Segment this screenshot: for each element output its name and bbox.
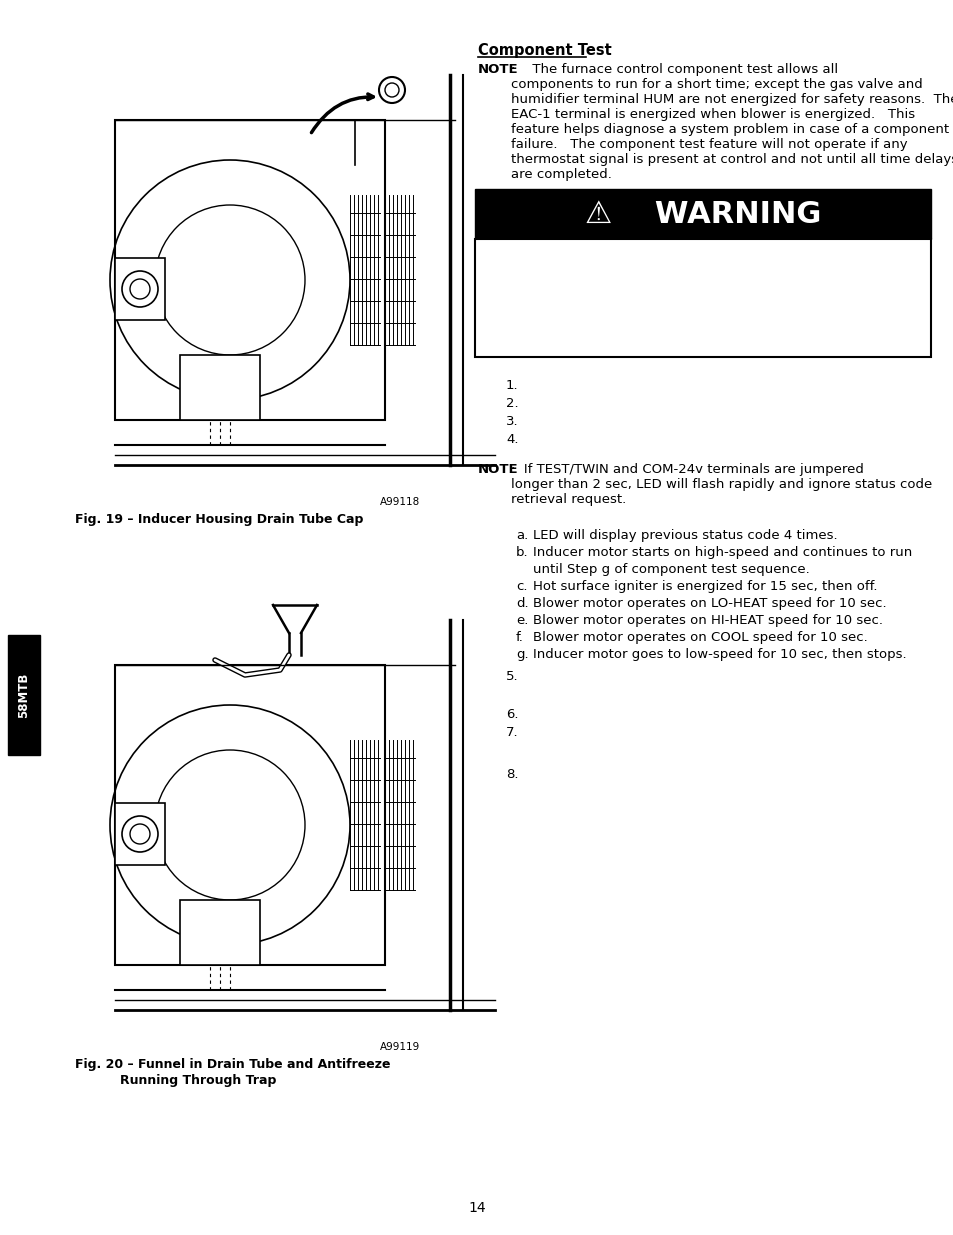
FancyBboxPatch shape bbox=[8, 635, 40, 755]
Text: until Step g of component test sequence.: until Step g of component test sequence. bbox=[533, 563, 809, 576]
Text: NOTE: NOTE bbox=[477, 463, 518, 475]
Text: 4.: 4. bbox=[505, 433, 518, 446]
FancyBboxPatch shape bbox=[115, 120, 385, 420]
Text: f.: f. bbox=[516, 631, 523, 643]
Text: NOTE: NOTE bbox=[477, 63, 518, 77]
Text: Fig. 20 – Funnel in Drain Tube and Antifreeze: Fig. 20 – Funnel in Drain Tube and Antif… bbox=[75, 1058, 390, 1071]
Text: ⚠    WARNING: ⚠ WARNING bbox=[584, 200, 821, 228]
FancyBboxPatch shape bbox=[115, 258, 165, 320]
Text: Component Test: Component Test bbox=[477, 43, 611, 58]
Text: d.: d. bbox=[516, 597, 528, 610]
FancyBboxPatch shape bbox=[475, 189, 930, 240]
Text: 2.: 2. bbox=[505, 396, 518, 410]
Text: c.: c. bbox=[516, 580, 527, 593]
Text: Inducer motor starts on high‑speed and continues to run: Inducer motor starts on high‑speed and c… bbox=[533, 546, 911, 559]
Text: :  If TEST/TWIN and COM-24v terminals are jumpered
longer than 2 sec, LED will f: : If TEST/TWIN and COM-24v terminals are… bbox=[511, 463, 931, 506]
Text: Blower motor operates on HI‑HEAT speed for 10 sec.: Blower motor operates on HI‑HEAT speed f… bbox=[533, 614, 882, 627]
FancyBboxPatch shape bbox=[180, 900, 260, 965]
Text: Fig. 19 – Inducer Housing Drain Tube Cap: Fig. 19 – Inducer Housing Drain Tube Cap bbox=[75, 513, 363, 526]
Circle shape bbox=[378, 77, 405, 103]
FancyBboxPatch shape bbox=[180, 354, 260, 420]
Text: 8.: 8. bbox=[505, 768, 518, 781]
Text: A99118: A99118 bbox=[379, 496, 419, 508]
Text: 7.: 7. bbox=[505, 726, 518, 739]
FancyBboxPatch shape bbox=[475, 240, 930, 357]
Text: 14: 14 bbox=[468, 1200, 485, 1215]
Text: :    The furnace control component test allows all
components to run for a short: : The furnace control component test all… bbox=[511, 63, 953, 182]
Text: b.: b. bbox=[516, 546, 528, 559]
Text: Running Through Trap: Running Through Trap bbox=[120, 1074, 276, 1087]
Text: g.: g. bbox=[516, 648, 528, 661]
Text: Hot surface igniter is energized for 15 sec, then off.: Hot surface igniter is energized for 15 … bbox=[533, 580, 877, 593]
Text: 5.: 5. bbox=[505, 671, 518, 683]
Text: Inducer motor goes to low‑speed for 10 sec, then stops.: Inducer motor goes to low‑speed for 10 s… bbox=[533, 648, 905, 661]
Text: a.: a. bbox=[516, 529, 528, 542]
Text: 1.: 1. bbox=[505, 379, 518, 391]
Text: Blower motor operates on COOL speed for 10 sec.: Blower motor operates on COOL speed for … bbox=[533, 631, 867, 643]
FancyBboxPatch shape bbox=[115, 803, 165, 864]
Text: A99119: A99119 bbox=[379, 1042, 419, 1052]
Text: e.: e. bbox=[516, 614, 528, 627]
Text: Blower motor operates on LO‑HEAT speed for 10 sec.: Blower motor operates on LO‑HEAT speed f… bbox=[533, 597, 885, 610]
FancyBboxPatch shape bbox=[115, 664, 385, 965]
Text: 6.: 6. bbox=[505, 708, 518, 721]
Text: 58MTB: 58MTB bbox=[17, 672, 30, 718]
Text: 3.: 3. bbox=[505, 415, 518, 429]
Text: LED will display previous status code 4 times.: LED will display previous status code 4 … bbox=[533, 529, 837, 542]
